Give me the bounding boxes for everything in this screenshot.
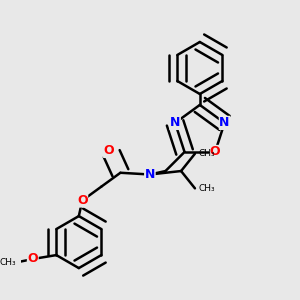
Text: O: O [27, 252, 38, 265]
Text: N: N [219, 116, 230, 129]
Text: O: O [210, 146, 220, 158]
Text: CH₃: CH₃ [198, 184, 215, 193]
Text: N: N [145, 168, 155, 181]
Text: O: O [77, 194, 88, 207]
Text: CH₃: CH₃ [0, 257, 16, 266]
Text: O: O [104, 144, 114, 158]
Text: CH₃: CH₃ [198, 149, 215, 158]
Text: N: N [170, 116, 180, 129]
